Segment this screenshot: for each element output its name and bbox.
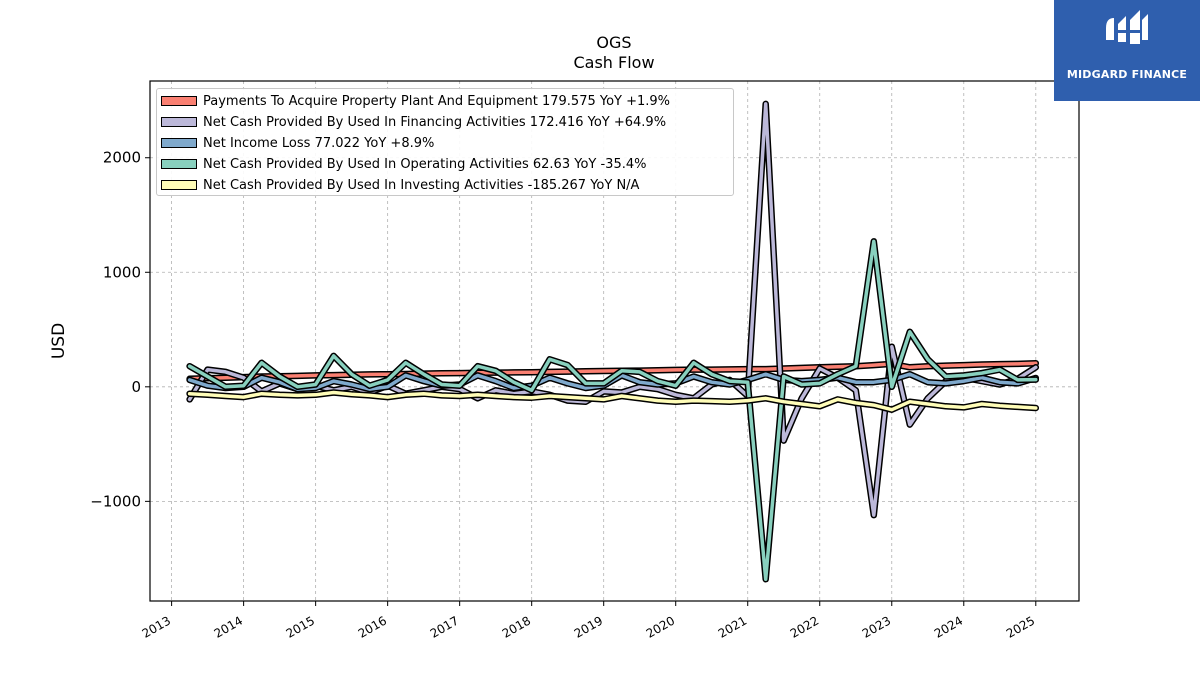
chart-subtitle: Cash Flow xyxy=(573,53,654,72)
x-tick-label: 2020 xyxy=(644,613,677,640)
legend-label-operating: Net Cash Provided By Used In Operating A… xyxy=(203,156,647,172)
legend-item-ppe: Payments To Acquire Property Plant And E… xyxy=(161,93,670,109)
legend-label-ppe: Payments To Acquire Property Plant And E… xyxy=(203,93,671,109)
series-line-1 xyxy=(187,102,1038,517)
plot-frame xyxy=(149,80,1080,602)
legend-swatch-investing xyxy=(161,180,197,190)
y-tick-label: 0 xyxy=(131,378,141,396)
brand-name: MIDGARD FINANCE xyxy=(1066,68,1188,81)
chart-legend: Payments To Acquire Property Plant And E… xyxy=(156,88,734,196)
x-tick-label: 2017 xyxy=(428,613,461,640)
x-tick-label: 2014 xyxy=(212,613,245,640)
y-tick-label: 2000 xyxy=(103,149,141,167)
legend-label-investing: Net Cash Provided By Used In Investing A… xyxy=(203,177,640,193)
x-tick-label: 2024 xyxy=(932,613,965,640)
x-axis-ticks: 2013 2014 2015 2016 2017 2018 2019 2020 2021 2022… xyxy=(140,601,1037,641)
midgard-logo-icon xyxy=(1106,10,1148,44)
y-tick-label: 1000 xyxy=(103,263,141,281)
legend-item-operating: Net Cash Provided By Used In Operating A… xyxy=(161,156,646,172)
legend-label-financing: Net Cash Provided By Used In Financing A… xyxy=(203,114,667,130)
legend-item-net-income: Net Income Loss 77.022 YoY +8.9% xyxy=(161,135,434,151)
legend-swatch-financing xyxy=(161,117,197,127)
legend-item-financing: Net Cash Provided By Used In Financing A… xyxy=(161,114,666,130)
legend-swatch-net-income xyxy=(161,138,197,148)
x-tick-label: 2018 xyxy=(500,613,533,640)
series-layer xyxy=(186,100,1040,583)
x-tick-label: 2019 xyxy=(572,613,605,640)
x-tick-label: 2025 xyxy=(1004,613,1037,640)
y-axis-ticks: −1000 0 1000 2000 xyxy=(90,149,150,510)
y-tick-label: −1000 xyxy=(90,492,141,510)
series-line-4 xyxy=(187,390,1038,412)
x-tick-label: 2015 xyxy=(284,613,317,640)
legend-item-investing: Net Cash Provided By Used In Investing A… xyxy=(161,177,639,193)
x-tick-label: 2023 xyxy=(860,613,893,640)
series-line-3 xyxy=(187,239,1038,581)
legend-swatch-ppe xyxy=(161,96,197,106)
x-tick-label: 2022 xyxy=(788,613,821,640)
x-tick-label: 2021 xyxy=(716,613,749,640)
x-tick-label: 2016 xyxy=(356,613,389,640)
legend-swatch-operating xyxy=(161,159,197,169)
brand-logo: MIDGARD FINANCE xyxy=(1054,0,1200,101)
y-axis-label: USD xyxy=(49,323,69,359)
chart-title: OGS xyxy=(596,33,631,52)
x-tick-label: 2013 xyxy=(140,613,173,640)
legend-label-net-income: Net Income Loss 77.022 YoY +8.9% xyxy=(203,135,435,151)
